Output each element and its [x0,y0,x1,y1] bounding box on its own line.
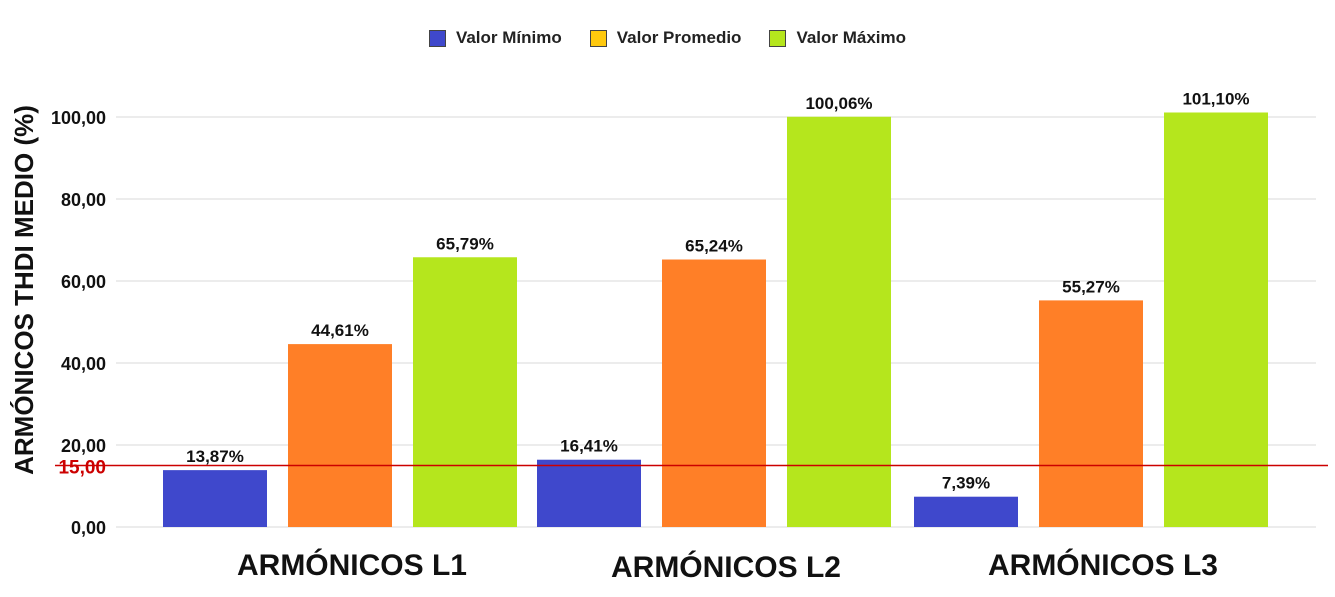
x-category-label: ARMÓNICOS L2 [611,550,841,584]
legend-swatch-min [428,29,446,47]
bar [413,257,517,527]
x-category-labels: ARMÓNICOS L1 ARMÓNICOS L2 ARMÓNICOS L3 [237,548,1218,584]
legend-swatch-max [769,29,787,47]
legend-item-min: Valor Mínimo [428,28,562,48]
bar [1164,112,1268,528]
y-tick-labels: 0,00 20,00 40,00 60,00 80,00 100,00 [51,108,106,538]
y-tick-label: 100,00 [51,108,106,128]
legend-swatch-avg [589,29,607,47]
legend-item-avg: Valor Promedio [589,28,742,48]
reference-line: 15,00 [55,458,1328,479]
bar-value-label: 101,10% [1182,89,1249,108]
bar-value-label: 13,87% [186,447,244,466]
bar [1039,300,1143,527]
x-category-label: ARMÓNICOS L3 [988,548,1218,582]
legend-label-max: Valor Máximo [796,28,907,47]
y-tick-label: 60,00 [61,272,106,292]
bar-value-label: 44,61% [311,321,369,340]
bar-value-labels: 13,87% 16,41% 7,39% 44,61% 65,24% 55,27% 65,79… [186,89,1249,492]
y-tick-label: 20,00 [61,436,106,456]
bar [537,459,641,527]
bar [914,496,1018,527]
bar-value-label: 55,27% [1062,277,1120,296]
y-tick-label: 80,00 [61,190,106,210]
bar [288,344,392,527]
reference-line-label: 15,00 [58,458,106,479]
legend-label-avg: Valor Promedio [616,28,742,47]
bar [662,259,766,527]
bars [163,112,1268,528]
y-tick-label: 0,00 [71,518,106,538]
y-axis-label: ARMÓNICOS THDI MEDIO (%) [9,105,39,475]
y-tick-label: 40,00 [61,354,106,374]
bar-value-label: 7,39% [942,474,990,493]
bar-value-label: 16,41% [560,437,618,456]
x-category-label: ARMÓNICOS L1 [237,548,467,582]
bar-value-label: 100,06% [805,94,872,113]
legend-item-max: Valor Máximo [769,28,906,48]
bar-value-label: 65,24% [685,237,743,256]
legend-label-min: Valor Mínimo [455,28,562,47]
bar [163,470,267,527]
bar-value-label: 65,79% [436,234,494,253]
legend: Valor Mínimo Valor Promedio Valor Máximo [0,28,1335,48]
bar [787,116,891,527]
